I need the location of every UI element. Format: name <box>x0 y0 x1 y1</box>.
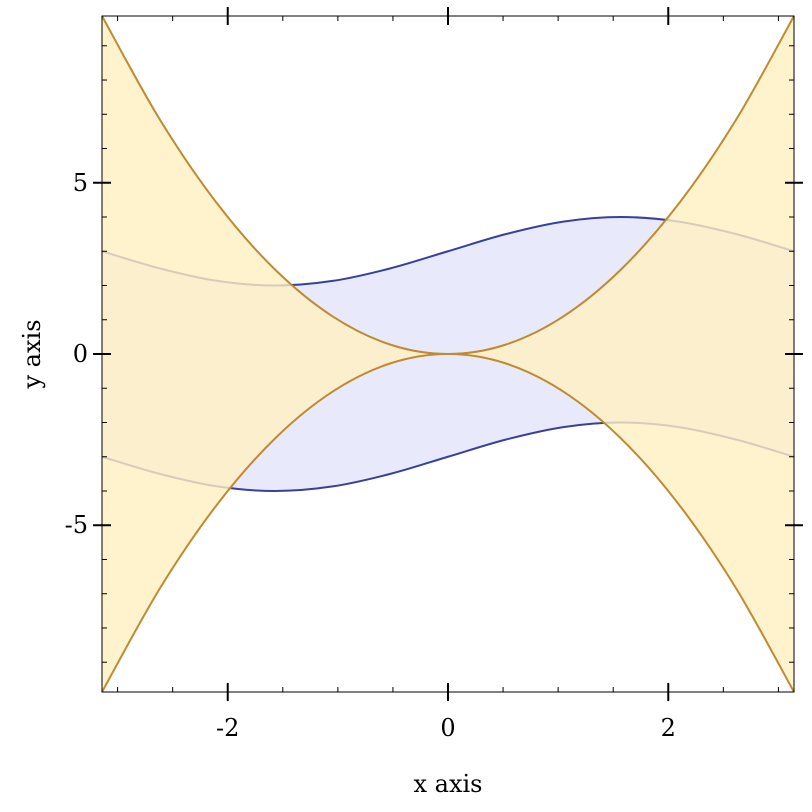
y-tick-label: -5 <box>65 511 88 539</box>
x-tick-label: 2 <box>661 714 676 742</box>
x-axis-title: x axis <box>414 770 483 798</box>
x-tick-label: 0 <box>440 714 455 742</box>
y-tick-label: 0 <box>73 340 88 368</box>
y-axis-title: y axis <box>18 319 46 389</box>
y-tick-label: 5 <box>73 169 88 197</box>
labels-layer: -2 0 2 -5 0 5 <box>65 169 676 742</box>
band-2-lower-line <box>101 352 795 693</box>
x-tick-label: -2 <box>216 714 239 742</box>
series-layer <box>101 15 795 693</box>
axes-layer <box>93 7 803 701</box>
